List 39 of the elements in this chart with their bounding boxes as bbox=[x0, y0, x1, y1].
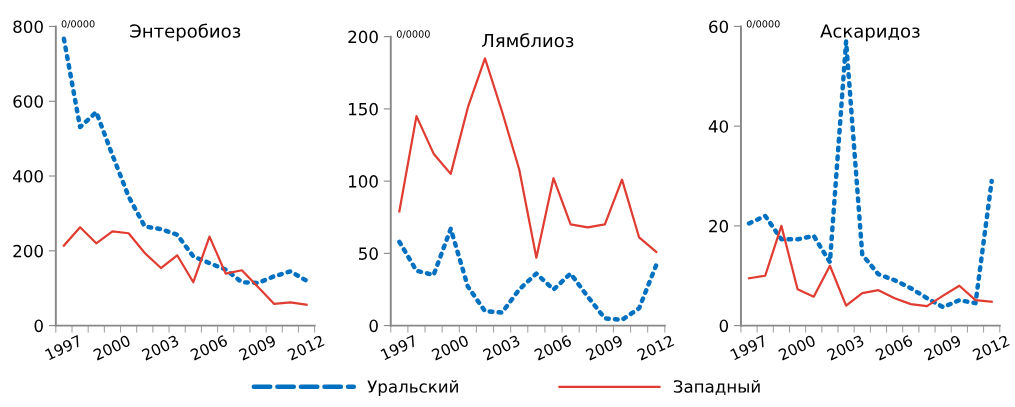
x-tick-label: 2012 bbox=[286, 334, 325, 361]
text: Западный bbox=[673, 380, 760, 395]
y-tick-label: 20 bbox=[709, 219, 729, 233]
x-tick-label: 2012 bbox=[972, 334, 1010, 361]
chart-title: Энтеробиоз bbox=[130, 23, 241, 42]
x-tick-label: 2003 bbox=[482, 334, 521, 361]
line-series bbox=[397, 226, 659, 323]
y-axis-title: 0/0000 bbox=[396, 30, 430, 39]
y-tick-label: 0 bbox=[34, 319, 43, 333]
x-tick-label: 2003 bbox=[826, 334, 865, 361]
y-tick-label: 50 bbox=[359, 247, 378, 260]
line-series bbox=[747, 224, 993, 308]
x-tick-label: 2009 bbox=[923, 334, 962, 361]
y-tick-label: 400 bbox=[13, 169, 43, 183]
x-tick-label: 1997 bbox=[729, 334, 768, 361]
y-tick-label: 0 bbox=[719, 319, 729, 333]
x-tick-label: 2012 bbox=[636, 334, 675, 361]
y-tick-label: 200 bbox=[13, 244, 43, 258]
y-tick-label: 200 bbox=[348, 30, 378, 44]
chart-title: Лямблиоз bbox=[481, 33, 574, 48]
y-tick-label: 600 bbox=[13, 95, 43, 108]
line-series bbox=[398, 57, 658, 259]
y-tick-label: 0 bbox=[369, 319, 378, 333]
y-tick-label: 60 bbox=[709, 20, 729, 34]
x-tick-label: 2003 bbox=[141, 334, 180, 361]
y-tick-label: 800 bbox=[13, 20, 43, 34]
text: Уральский bbox=[367, 380, 458, 397]
x-tick-label: 2009 bbox=[585, 334, 624, 361]
y-axis-title: 0/0000 bbox=[746, 20, 780, 29]
y-tick-label: 150 bbox=[348, 102, 378, 116]
y-axis-title: 0/0000 bbox=[61, 20, 95, 29]
line-series bbox=[62, 226, 308, 306]
x-tick-label: 2006 bbox=[875, 334, 914, 361]
y-tick-label: 40 bbox=[708, 120, 729, 133]
x-tick-label: 1997 bbox=[44, 334, 83, 361]
x-tick-label: 1997 bbox=[380, 334, 418, 361]
y-tick-label: 100 bbox=[348, 175, 378, 188]
chart-title: Аскаридоз bbox=[820, 24, 920, 42]
x-tick-label: 2009 bbox=[238, 334, 277, 361]
